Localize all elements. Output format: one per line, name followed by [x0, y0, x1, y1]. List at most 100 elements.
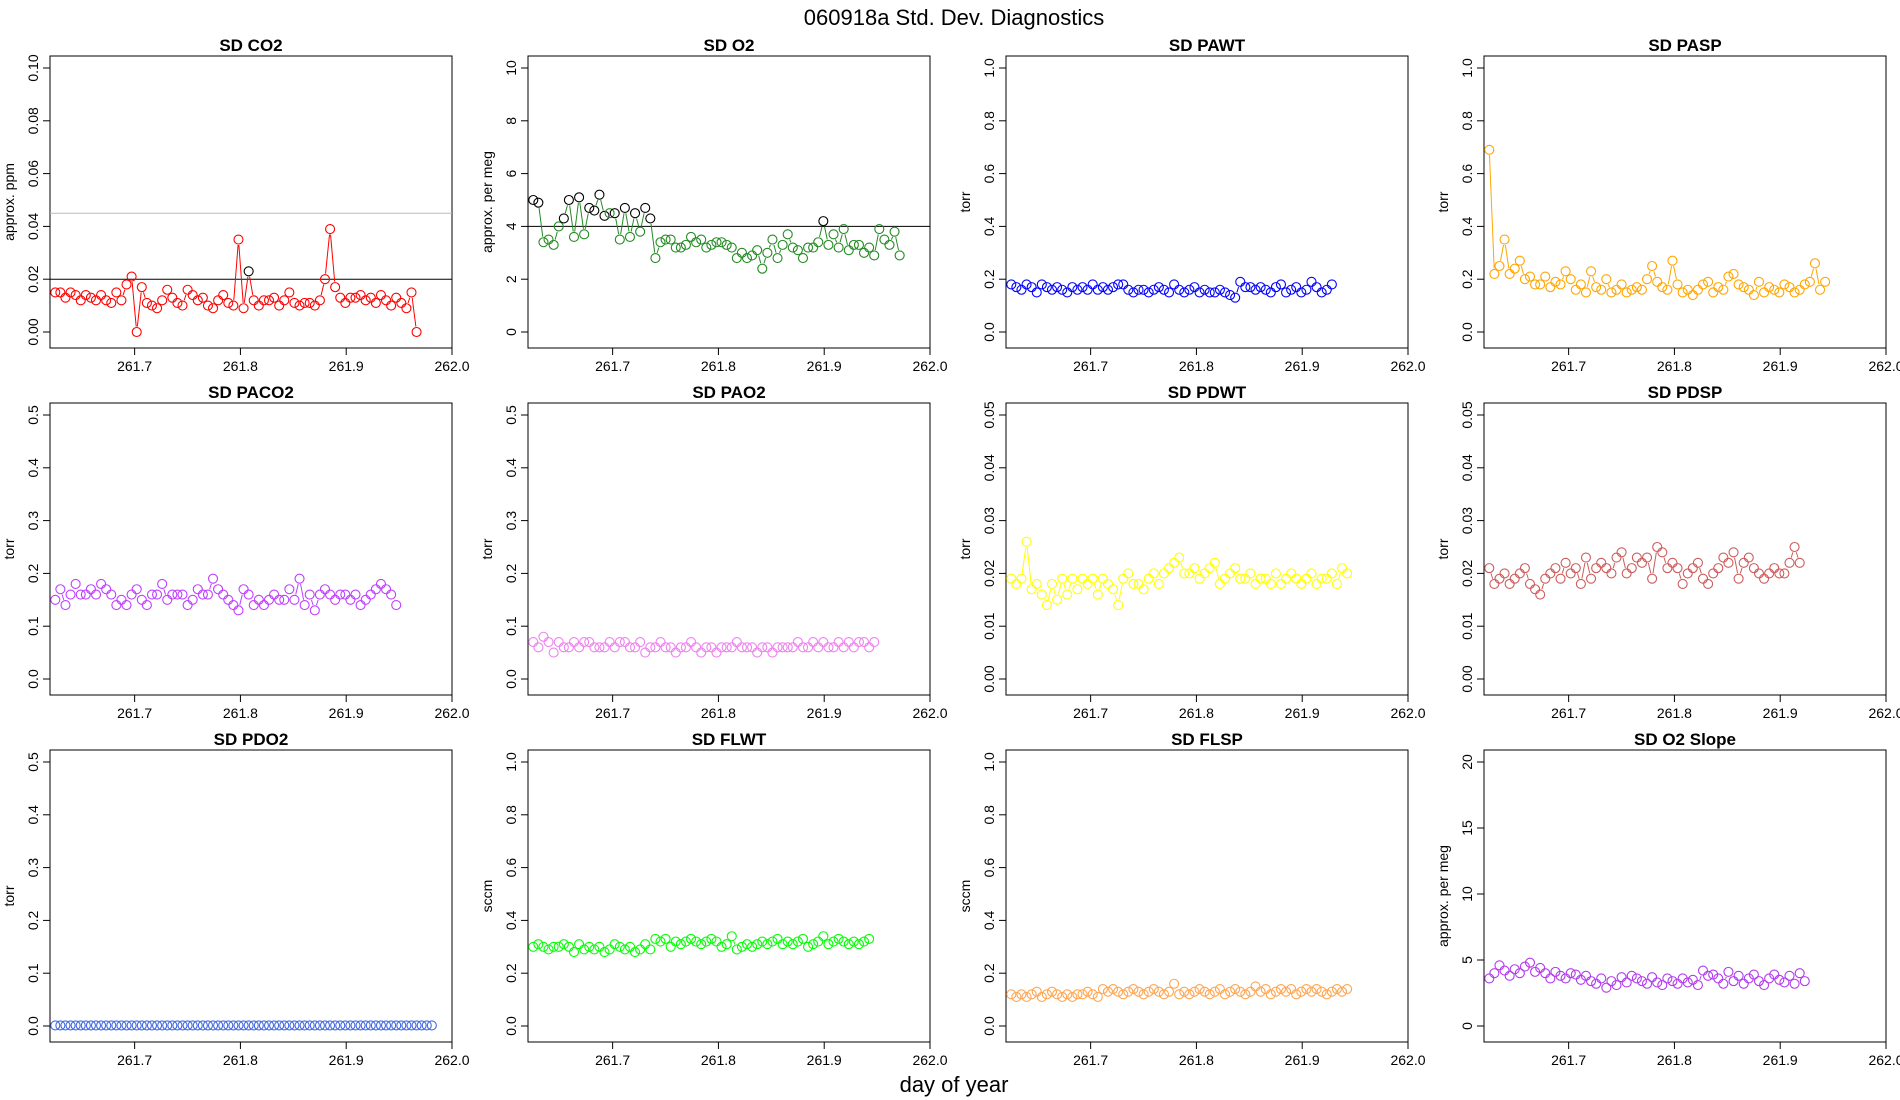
data-point: [1209, 287, 1220, 298]
data-point: [843, 245, 854, 256]
data-point: [1097, 983, 1108, 995]
y-tick-label: 2: [503, 275, 519, 283]
y-tick-label: 0.6: [981, 164, 997, 184]
data-point: [243, 589, 254, 600]
data-point: [1667, 255, 1678, 266]
data-point: [106, 297, 117, 309]
y-tick-label: 0.02: [25, 265, 41, 292]
data-point: [848, 642, 859, 653]
data-point: [782, 936, 793, 947]
data-point: [823, 939, 834, 950]
data-point: [757, 642, 768, 653]
data-point: [1214, 983, 1225, 995]
data-point: [1174, 552, 1185, 563]
data-point: [1163, 287, 1175, 298]
data-point: [1723, 271, 1734, 282]
data-point: [797, 253, 809, 264]
data-point: [1621, 568, 1632, 579]
data-point: [60, 1020, 71, 1031]
data-point: [1489, 268, 1500, 279]
data-point: [782, 229, 793, 240]
data-point: [1748, 563, 1759, 574]
x-tick-label: 261.7: [595, 358, 630, 374]
data-point: [391, 600, 402, 611]
data-point: [818, 636, 829, 648]
data-point: [1204, 563, 1215, 574]
data-point: [1738, 557, 1749, 568]
data-point: [1138, 989, 1149, 1000]
data-point: [696, 939, 707, 950]
data-point: [1235, 573, 1246, 584]
data-point: [1153, 282, 1164, 293]
y-tick-label: 0.01: [1459, 612, 1475, 639]
data-point: [182, 1020, 193, 1031]
y-tick-label: 0.0: [981, 322, 997, 342]
data-point: [1184, 568, 1195, 579]
data-point: [1286, 284, 1297, 295]
data-point: [1321, 284, 1332, 295]
data-point: [574, 192, 585, 203]
data-point: [528, 636, 539, 648]
data-point: [1540, 573, 1551, 584]
data-point: [80, 589, 91, 600]
data-point: [75, 1020, 86, 1031]
data-point: [772, 933, 783, 944]
data-point: [406, 1020, 417, 1031]
plot-frame: [1005, 55, 1409, 349]
data-point: [579, 944, 590, 955]
data-point: [1102, 578, 1114, 590]
data-point: [157, 578, 168, 590]
data-point: [1586, 266, 1597, 277]
data-point: [1133, 284, 1144, 295]
data-point: [1697, 965, 1709, 976]
data-point: [340, 589, 351, 600]
data-point: [1097, 573, 1108, 584]
data-point: [701, 242, 712, 253]
data-point: [548, 647, 559, 658]
data-point: [1565, 968, 1576, 979]
data-point: [1759, 287, 1770, 298]
data-point: [1814, 284, 1826, 295]
x-tick-label: 261.7: [117, 358, 152, 374]
data-point: [1077, 573, 1088, 584]
data-point: [65, 589, 76, 600]
data-point: [172, 589, 183, 600]
data-point: [1545, 973, 1556, 984]
data-point: [131, 584, 142, 595]
data-point: [1611, 284, 1622, 295]
data-point: [1046, 284, 1058, 295]
data-point: [1677, 287, 1688, 298]
data-point: [1545, 568, 1556, 579]
data-point: [635, 636, 646, 648]
y-tick-label: 0.03: [981, 507, 997, 534]
data-point: [1555, 573, 1566, 584]
data-point: [1245, 986, 1256, 997]
x-tick-label: 261.8: [223, 358, 258, 374]
data-point: [1484, 144, 1495, 155]
data-point: [187, 594, 198, 605]
series-segment: [733, 941, 736, 945]
data-point: [1703, 276, 1714, 287]
data-point: [1621, 287, 1632, 298]
data-point: [304, 297, 315, 309]
data-point: [1591, 563, 1602, 574]
data-point: [182, 284, 193, 295]
data-point: [1784, 557, 1795, 568]
data-point: [1113, 986, 1124, 997]
data-point: [701, 642, 712, 653]
data-point: [380, 295, 392, 306]
data-point: [1723, 557, 1734, 568]
data-point: [533, 197, 544, 208]
chart-panel-11: SD FLSP 0.0 0.2 0.4 0.6 0.8 1.0 261.7 261.8 261.9…: [957, 730, 1426, 1068]
data-point: [706, 642, 717, 653]
data-point: [558, 939, 569, 950]
data-point: [609, 208, 620, 219]
data-point: [1326, 568, 1337, 579]
data-point: [1230, 563, 1241, 574]
data-point: [543, 944, 554, 955]
data-point: [1291, 989, 1302, 1000]
data-point: [1682, 977, 1693, 988]
data-point: [380, 584, 392, 595]
data-point: [1514, 255, 1525, 266]
y-tick-label: 0.0: [503, 1016, 519, 1036]
